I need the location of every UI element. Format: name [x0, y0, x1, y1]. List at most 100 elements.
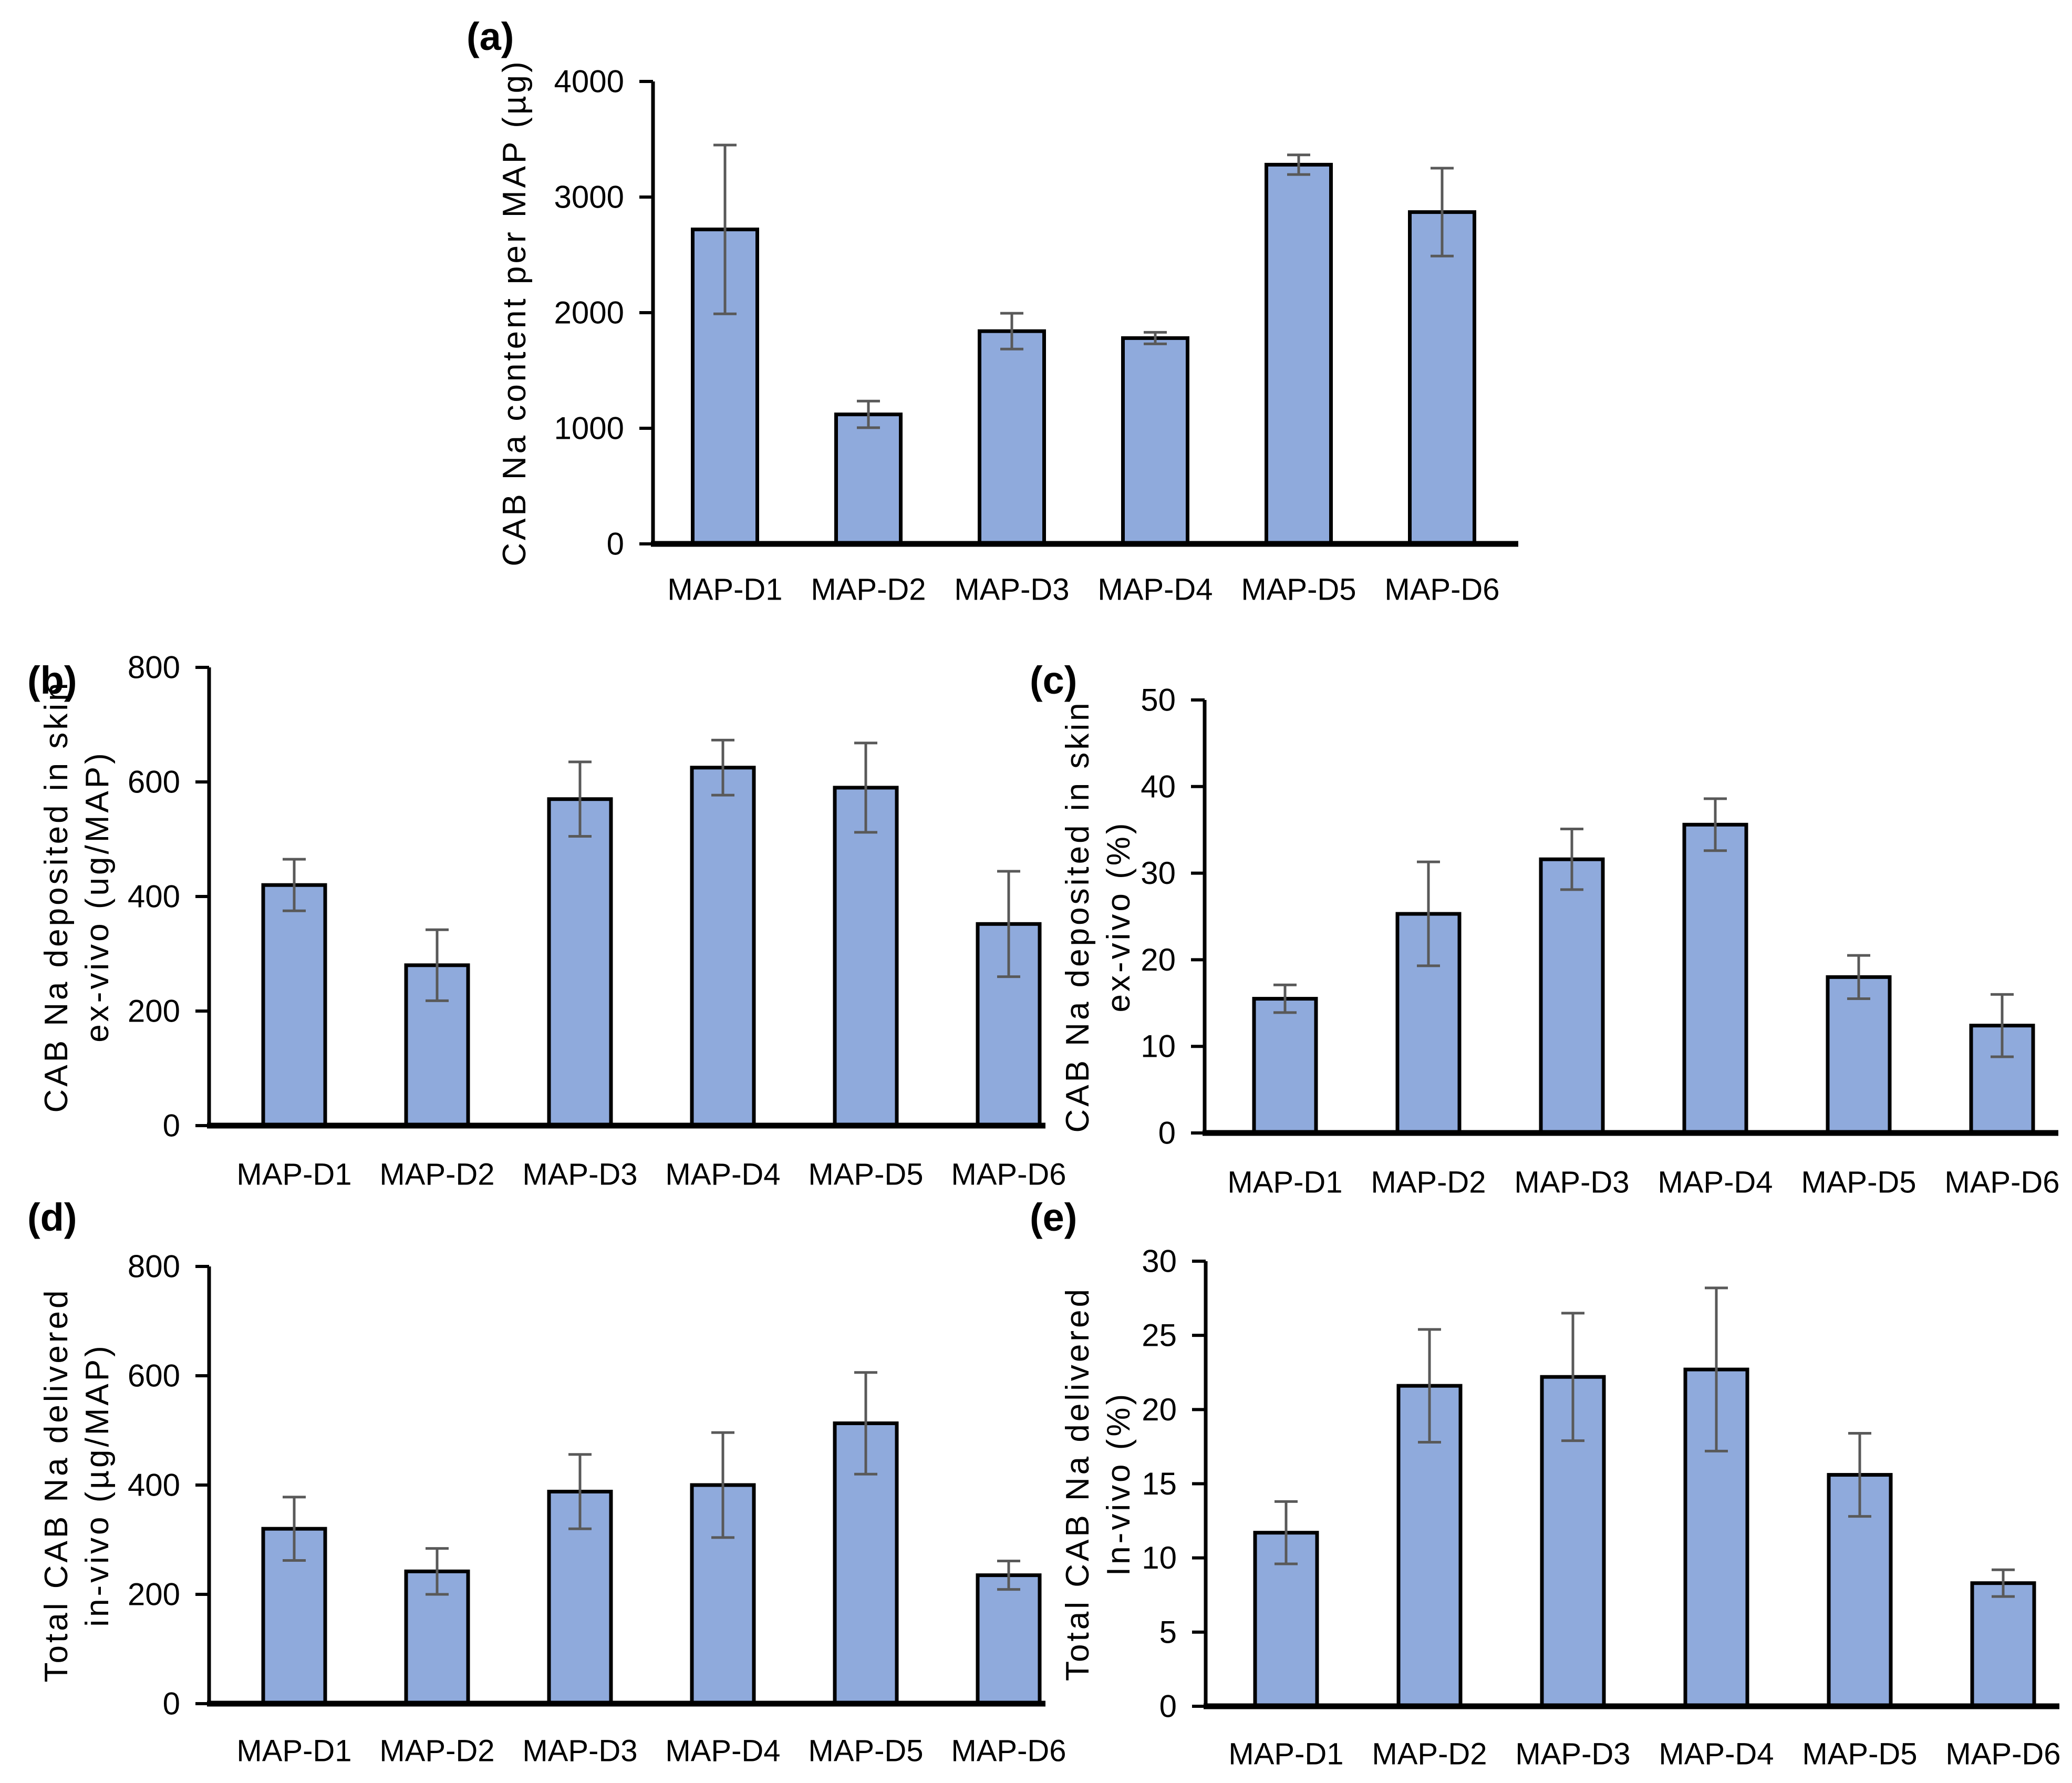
x-category-label: MAP-D5 — [1241, 573, 1356, 607]
y-tick-label: 10 — [1142, 1540, 1177, 1575]
panel-label: (e) — [1030, 1195, 1077, 1239]
x-category-label: MAP-D4 — [1659, 1737, 1774, 1771]
error-bar-MAP-D3 — [1560, 828, 1583, 891]
y-tick-label: 25 — [1142, 1318, 1177, 1353]
y-tick-label: 4000 — [554, 64, 624, 99]
y-tick-label: 5 — [1159, 1614, 1177, 1650]
error-bar-MAP-D2 — [1418, 1328, 1441, 1444]
panel-label: (b) — [27, 658, 77, 702]
chart-panel-d: (d) Total CAB Na delivered in-vivo (µg/MAP… — [27, 1195, 1066, 1768]
y-axis-title: in-vivo (µg/MAP) — [79, 1343, 116, 1626]
x-category-label: MAP-D6 — [951, 1734, 1066, 1768]
x-category-label: MAP-D3 — [954, 573, 1069, 607]
y-tick-label: 3000 — [554, 180, 624, 215]
x-category-label: MAP-D3 — [522, 1734, 637, 1768]
y-tick-label: 800 — [128, 1249, 180, 1284]
error-bar-MAP-D4 — [711, 738, 734, 797]
y-axis-title: CAB Na content per MAP (µg) — [496, 59, 533, 566]
error-bar-MAP-D5 — [854, 1371, 877, 1476]
error-bar-MAP-D5 — [1848, 1432, 1871, 1518]
error-bar-MAP-D6 — [997, 1560, 1020, 1591]
error-bar-MAP-D3 — [568, 1453, 592, 1530]
y-tick-label: 2000 — [554, 295, 624, 331]
y-tick-label: 20 — [1142, 1392, 1177, 1427]
y-tick-label: 40 — [1141, 769, 1176, 804]
error-bar-MAP-D5 — [1287, 153, 1310, 176]
x-category-label: MAP-D5 — [1801, 1166, 1916, 1200]
error-bar-MAP-D1 — [1275, 1500, 1298, 1565]
y-tick-label: 1000 — [554, 411, 624, 446]
error-bar-MAP-D6 — [1431, 167, 1454, 257]
bar-MAP-D6 — [1408, 210, 1476, 546]
x-category-label: MAP-D1 — [667, 573, 782, 607]
x-category-label: MAP-D2 — [1371, 1166, 1486, 1200]
error-bar-MAP-D6 — [1991, 993, 2014, 1058]
x-category-label: MAP-D4 — [665, 1158, 780, 1192]
y-tick-label: 0 — [163, 1108, 180, 1143]
panel-label: (a) — [467, 15, 514, 58]
y-tick-label: 10 — [1141, 1029, 1176, 1064]
y-tick-label: 600 — [128, 765, 180, 800]
error-bar-MAP-D4 — [1144, 331, 1167, 345]
y-tick-label: 800 — [128, 650, 180, 685]
y-axis-title: ex-vivo (ug/MAP) — [79, 750, 116, 1042]
x-category-label: MAP-D5 — [1802, 1737, 1917, 1771]
y-tick-label: 400 — [128, 879, 180, 914]
bar-MAP-D5 — [833, 786, 899, 1128]
x-category-label: MAP-D6 — [951, 1158, 1066, 1192]
error-bar-MAP-D5 — [854, 741, 877, 834]
error-bar-MAP-D4 — [1705, 1286, 1728, 1452]
y-axis-title: ex-vivo (%) — [1101, 820, 1137, 1012]
y-tick-label: 600 — [128, 1358, 180, 1394]
bar-MAP-D1 — [261, 883, 327, 1128]
y-tick-label: 0 — [1158, 1116, 1176, 1151]
panel-label: (c) — [1030, 658, 1077, 702]
chart-panel-a: (a)CAB Na content per MAP (µg) 0 1000 2000 3… — [467, 15, 1518, 607]
x-category-label: MAP-D4 — [1657, 1166, 1773, 1200]
chart-panel-b: (b)CAB Na deposited in skin ex-vivo (ug/M… — [27, 650, 1066, 1192]
x-category-label: MAP-D3 — [522, 1158, 637, 1192]
y-axis-title: Total CAB Na delivered — [1060, 1286, 1096, 1681]
error-bar-MAP-D6 — [1992, 1568, 2015, 1598]
x-category-label: MAP-D4 — [1097, 573, 1213, 607]
error-bar-MAP-D2 — [426, 928, 449, 1002]
error-bar-MAP-D3 — [1561, 1312, 1584, 1442]
x-category-label: MAP-D3 — [1514, 1166, 1629, 1200]
y-tick-label: 50 — [1141, 683, 1176, 718]
y-tick-label: 20 — [1141, 942, 1176, 977]
error-bar-MAP-D5 — [1847, 954, 1870, 1001]
y-axis-title: CAB Na deposited in skin — [1060, 700, 1096, 1132]
bar-MAP-D1 — [1252, 997, 1318, 1135]
y-axis-title: CAB Na deposited in skin — [38, 680, 75, 1112]
error-bar-MAP-D1 — [713, 143, 737, 315]
error-bar-MAP-D1 — [283, 858, 306, 912]
y-tick-label: 0 — [607, 527, 624, 562]
y-tick-label: 200 — [128, 1577, 180, 1612]
x-category-label: MAP-D5 — [808, 1734, 923, 1768]
x-category-label: MAP-D2 — [811, 573, 926, 607]
bar-MAP-D3 — [978, 329, 1046, 546]
y-tick-label: 30 — [1142, 1244, 1177, 1279]
bar-MAP-D3 — [1539, 857, 1605, 1135]
error-bar-MAP-D2 — [857, 399, 880, 429]
error-bar-MAP-D2 — [1417, 860, 1440, 967]
error-bar-MAP-D6 — [997, 870, 1020, 978]
error-bar-MAP-D3 — [568, 760, 592, 838]
x-category-label: MAP-D6 — [1384, 573, 1499, 607]
x-category-label: MAP-D3 — [1515, 1737, 1630, 1771]
chart-panel-c: (c)CAB Na deposited in skin ex-vivo (%) 0 1… — [1030, 658, 2060, 1200]
y-tick-label: 30 — [1141, 856, 1176, 891]
y-tick-label: 0 — [1159, 1689, 1177, 1724]
error-bar-MAP-D1 — [1273, 983, 1297, 1014]
bar-MAP-D4 — [690, 766, 756, 1128]
x-category-label: MAP-D6 — [1944, 1166, 2059, 1200]
bar-MAP-D6 — [1970, 1581, 2036, 1708]
x-category-label: MAP-D6 — [1945, 1737, 2060, 1771]
error-bar-MAP-D1 — [283, 1496, 306, 1562]
bar-MAP-D5 — [1826, 975, 1892, 1135]
chart-panel-e: (e) Total CAB Na delivered In-vivo (%) 0 5 10… — [1030, 1195, 2061, 1771]
error-bar-MAP-D3 — [1000, 312, 1023, 351]
bar-MAP-D5 — [1265, 162, 1333, 546]
